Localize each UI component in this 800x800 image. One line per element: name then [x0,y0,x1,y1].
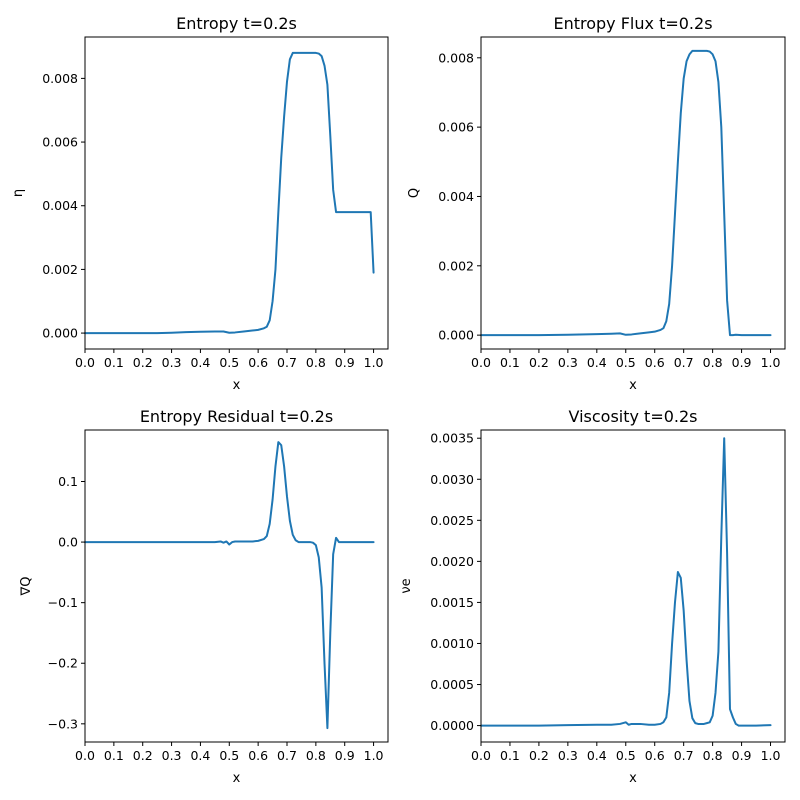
x-tick-label: 0.4 [190,355,210,370]
x-tick-label: 0.7 [674,355,694,370]
y-tick-label: 0.0010 [430,636,474,651]
chart-title: Entropy t=0.2s [176,14,297,33]
x-tick-label: 0.9 [732,355,752,370]
x-tick-label: 0.6 [248,355,268,370]
x-tick-label: 0.0 [471,355,491,370]
y-tick-label: 0.008 [42,71,78,86]
series-line [84,51,375,335]
y-axis-label: Q [407,188,422,198]
x-tick-label: 0.3 [162,748,182,763]
x-tick-label: 0.3 [162,355,182,370]
y-tick-label: 0.1 [58,474,78,489]
y-tick-label: 0.006 [42,135,78,150]
y-axis-label: η [11,189,26,197]
x-tick-label: 0.3 [558,355,578,370]
plot-frame [480,36,786,350]
x-tick-label: 0.4 [587,748,607,763]
y-axis-label: νe [399,578,414,593]
y-tick-label: 0.0 [58,535,78,550]
y-tick-label: −0.3 [48,716,78,731]
x-tick-label: 0.5 [219,355,239,370]
y-tick-label: 0.0020 [430,554,474,569]
x-tick-label: 0.2 [529,748,549,763]
y-tick-label: 0.004 [438,189,474,204]
y-tick-label: 0.0000 [430,718,474,733]
series-line [480,49,772,337]
x-tick-label: 0.6 [645,355,665,370]
x-tick-label: 0.7 [674,748,694,763]
x-tick-label: 0.0 [471,748,491,763]
y-tick-label: 0.002 [42,262,78,277]
x-tick-label: 0.4 [587,355,607,370]
x-tick-label: 0.7 [277,355,297,370]
x-tick-label: 0.0 [75,748,95,763]
x-tick-label: 0.6 [645,748,665,763]
x-tick-label: 0.2 [133,748,153,763]
x-tick-label: 0.1 [500,748,520,763]
x-tick-label: 0.9 [335,748,355,763]
x-tick-label: 1.0 [761,355,781,370]
chart-title: Entropy Residual t=0.2s [140,407,333,426]
y-tick-label: 0.0030 [430,472,474,487]
x-tick-label: 0.9 [732,748,752,763]
x-tick-label: 0.6 [248,748,268,763]
plot-frame [84,36,389,350]
plot-frame [84,429,389,743]
x-tick-label: 0.8 [703,748,723,763]
y-tick-label: 0.004 [42,198,78,213]
x-axis-label: x [629,378,637,393]
y-axis-label: ∇Q [19,577,34,597]
y-tick-label: 0.0015 [430,595,474,610]
x-tick-label: 0.8 [306,748,326,763]
series-line [84,441,375,730]
x-tick-label: 0.1 [104,748,124,763]
chart-panel-2: Entropy Flux t=0.2s 0.0 0.1 0.2 0.3 0.4 0.5 0.6… [407,14,786,393]
x-axis-label: x [233,771,241,786]
x-tick-label: 0.7 [277,748,297,763]
y-tick-label: 0.006 [438,120,474,135]
chart-title: Viscosity t=0.2s [568,407,697,426]
x-tick-label: 0.2 [133,355,153,370]
x-tick-label: 1.0 [761,748,781,763]
x-tick-label: 0.5 [616,355,636,370]
x-tick-label: 0.8 [703,355,723,370]
x-tick-label: 0.1 [500,355,520,370]
x-tick-label: 0.3 [558,748,578,763]
x-tick-label: 0.1 [104,355,124,370]
x-tick-label: 0.5 [219,748,239,763]
y-tick-label: 0.002 [438,258,474,273]
chart-title: Entropy Flux t=0.2s [553,14,712,33]
chart-panel-4: Viscosity t=0.2s 0.0 0.1 0.2 0.3 0.4 0.5 0.6 0.7… [399,407,786,786]
x-axis-label: x [629,771,637,786]
y-tick-label: −0.2 [48,656,78,671]
y-tick-label: −0.1 [48,595,78,610]
y-tick-label: 0.000 [42,326,78,341]
y-tick-label: 0.0025 [430,513,474,528]
x-tick-label: 0.8 [306,355,326,370]
x-tick-label: 0.0 [75,355,95,370]
y-tick-label: 0.008 [438,50,474,65]
chart-panel-3: Entropy Residual t=0.2s 0.0 0.1 0.2 0.3 0.4 0.… [19,407,389,786]
x-tick-label: 0.4 [190,748,210,763]
chart-panel-1: Entropy t=0.2s 0.0 0.1 0.2 0.3 0.4 0.5 0.6 0.7 0.… [11,14,389,393]
y-tick-label: 0.000 [438,328,474,343]
x-tick-label: 0.5 [616,748,636,763]
y-tick-label: 0.0005 [430,677,474,692]
x-tick-label: 0.9 [335,355,355,370]
x-tick-label: 1.0 [364,355,384,370]
x-axis-label: x [233,378,241,393]
x-tick-label: 1.0 [364,748,384,763]
plot-frame [480,429,786,743]
series-line [480,437,772,727]
y-tick-label: 0.0035 [430,431,474,446]
x-tick-label: 0.2 [529,355,549,370]
